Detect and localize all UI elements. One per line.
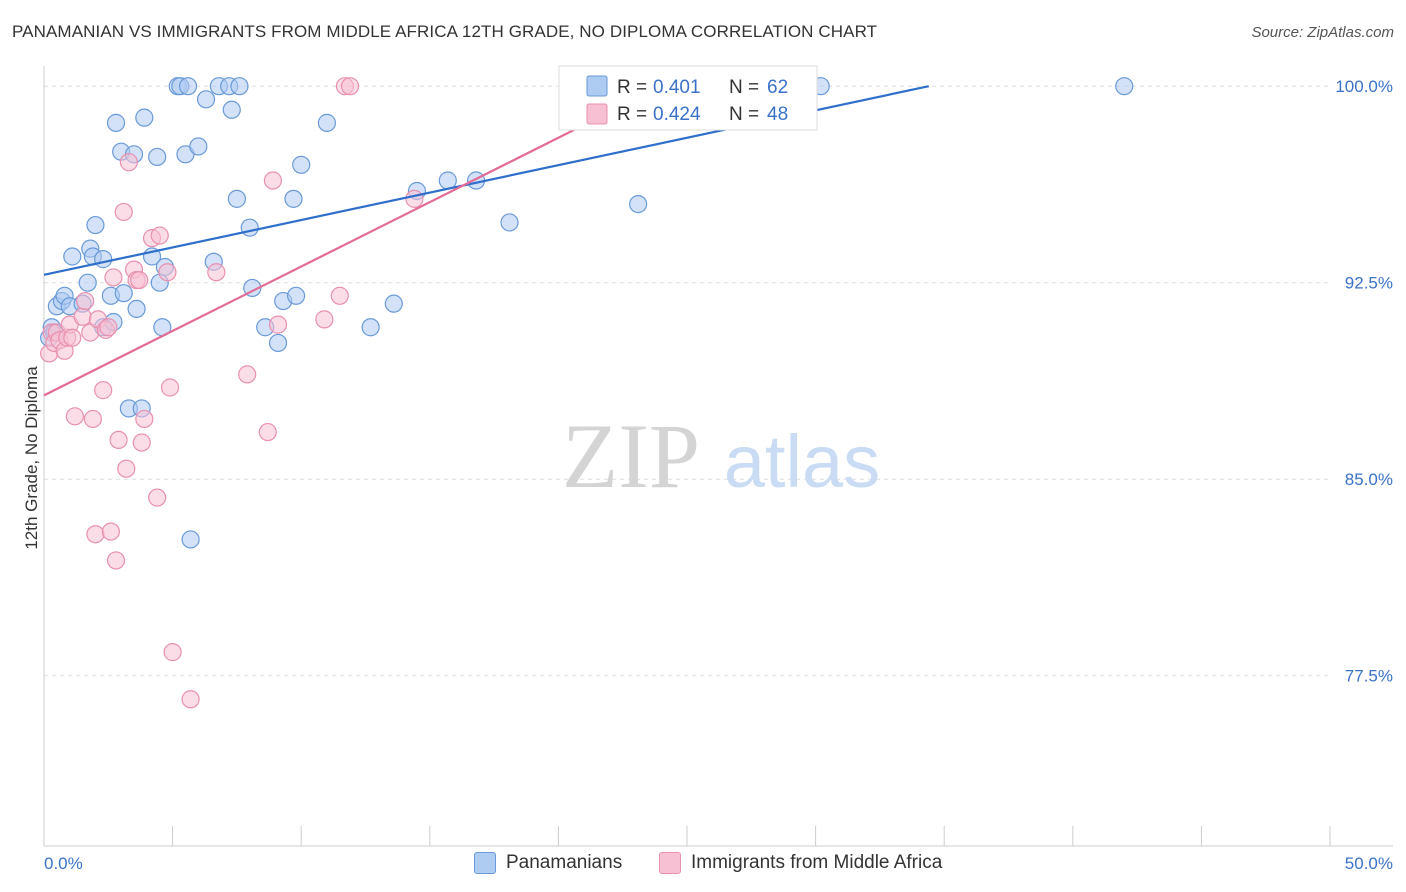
middle-africa-point (104, 268, 123, 287)
panamanian-point (196, 90, 216, 109)
stats-n-value: 48 (767, 104, 788, 125)
stats-r-value: 0.424 (653, 104, 701, 125)
y-tick-label: 92.5% (1345, 274, 1393, 293)
legend-label: Immigrants from Middle Africa (691, 852, 943, 873)
axes (43, 66, 1393, 847)
watermark: ZIP atlas (562, 405, 880, 507)
panamanian-point (189, 137, 208, 156)
panamanian-point (286, 286, 306, 305)
middle-africa-point (130, 270, 149, 290)
trend-lines (43, 85, 929, 397)
middle-africa-point (135, 409, 154, 429)
panamanian-point (230, 77, 249, 96)
legend-item-middle-africa[interactable]: Immigrants from Middle Africa (659, 852, 942, 874)
source-label: Source: ZipAtlas.com (1251, 24, 1394, 41)
chart-title: PANAMANIAN VS IMMIGRANTS FROM MIDDLE AFR… (12, 22, 878, 41)
middle-africa-point (150, 226, 169, 245)
stats-n-value: 62 (767, 77, 788, 98)
panamanian-point (268, 333, 288, 353)
stats-r-label: R = (617, 77, 647, 98)
watermark-atlas: atlas (724, 420, 880, 503)
y-tick-label: 85.0% (1345, 470, 1393, 489)
middle-africa-point (114, 202, 133, 222)
y-axis-label: 12th Grade, No Diploma (22, 366, 41, 550)
panamanian-point (384, 294, 403, 313)
middle-africa-point (207, 263, 226, 282)
middle-africa-point (181, 690, 200, 709)
middle-africa-point (340, 77, 360, 96)
x-tick-label: 0.0% (44, 854, 83, 873)
stats-r-label: R = (617, 104, 647, 125)
legend-swatch-pink (659, 852, 681, 874)
bottom-legend: Panamanians Immigrants from Middle Afric… (0, 852, 1406, 880)
panamanian-point (181, 530, 200, 549)
panamanian-point (78, 273, 97, 292)
panamanian-point (178, 77, 198, 96)
middle-africa-point (315, 310, 334, 329)
panamanian-point (106, 113, 126, 132)
middle-africa-point (94, 381, 113, 400)
watermark-zip: ZIP (562, 405, 700, 507)
middle-africa-point (99, 318, 118, 337)
data-points (40, 77, 1134, 709)
middle-africa-point (83, 409, 102, 429)
middle-africa-point (119, 153, 138, 172)
panamanian-point (222, 100, 241, 119)
panamanian-point (94, 250, 113, 269)
panamanian-point (127, 299, 146, 318)
panamanian-point (292, 155, 311, 174)
panamanian-point (86, 215, 105, 235)
stats-legend: R = 0.401 N = 62 R = 0.424 N = 48 (558, 65, 818, 131)
middle-africa-point (263, 171, 283, 190)
stats-swatch-pink (586, 103, 608, 125)
panamanian-point (284, 189, 303, 208)
panamanian-point (63, 247, 82, 266)
middle-africa-point (268, 315, 288, 334)
middle-africa-point (73, 307, 92, 326)
middle-africa-point (238, 365, 257, 384)
stats-n-label: N = (729, 104, 759, 125)
stats-r-value: 0.401 (653, 77, 701, 98)
legend-item-panamanians[interactable]: Panamanians (474, 852, 622, 874)
panamanian-point (240, 218, 259, 237)
middle-africa-trend-line (43, 85, 662, 397)
middle-africa-point (109, 430, 128, 449)
middle-africa-point (106, 551, 126, 570)
panamanian-point (148, 147, 167, 167)
panamanian-point (361, 318, 380, 337)
x-tick-label: 50.0% (1345, 854, 1393, 873)
middle-africa-point (76, 291, 95, 311)
y-tick-label: 77.5% (1345, 667, 1393, 686)
middle-africa-point (86, 525, 105, 544)
middle-africa-point (405, 189, 424, 208)
middle-africa-point (65, 407, 84, 426)
panamanian-point (1115, 77, 1134, 96)
panamanian-point (500, 213, 519, 232)
middle-africa-point (63, 328, 82, 347)
middle-africa-point (160, 378, 180, 397)
tick-labels: 100.0% 92.5% 85.0% 77.5% 0.0% 50.0% (44, 77, 1393, 873)
gridlines (44, 85, 1330, 677)
middle-africa-point (163, 643, 182, 662)
panamanian-point (227, 189, 246, 208)
legend-swatch-blue (474, 852, 496, 874)
panamanian-point (114, 284, 133, 303)
stats-n-label: N = (729, 77, 759, 98)
middle-africa-point (258, 422, 277, 442)
middle-africa-point (148, 488, 167, 507)
legend-label: Panamanians (506, 852, 623, 873)
stats-swatch-blue (586, 75, 608, 97)
panamanian-point (629, 195, 648, 214)
middle-africa-point (117, 459, 136, 478)
panamanian-point (317, 113, 337, 132)
middle-africa-point (132, 433, 151, 452)
panamanian-point (135, 108, 154, 127)
middle-africa-point (330, 286, 349, 305)
middle-africa-point (158, 263, 177, 282)
y-tick-label: 100.0% (1335, 77, 1393, 96)
middle-africa-point (101, 522, 120, 541)
